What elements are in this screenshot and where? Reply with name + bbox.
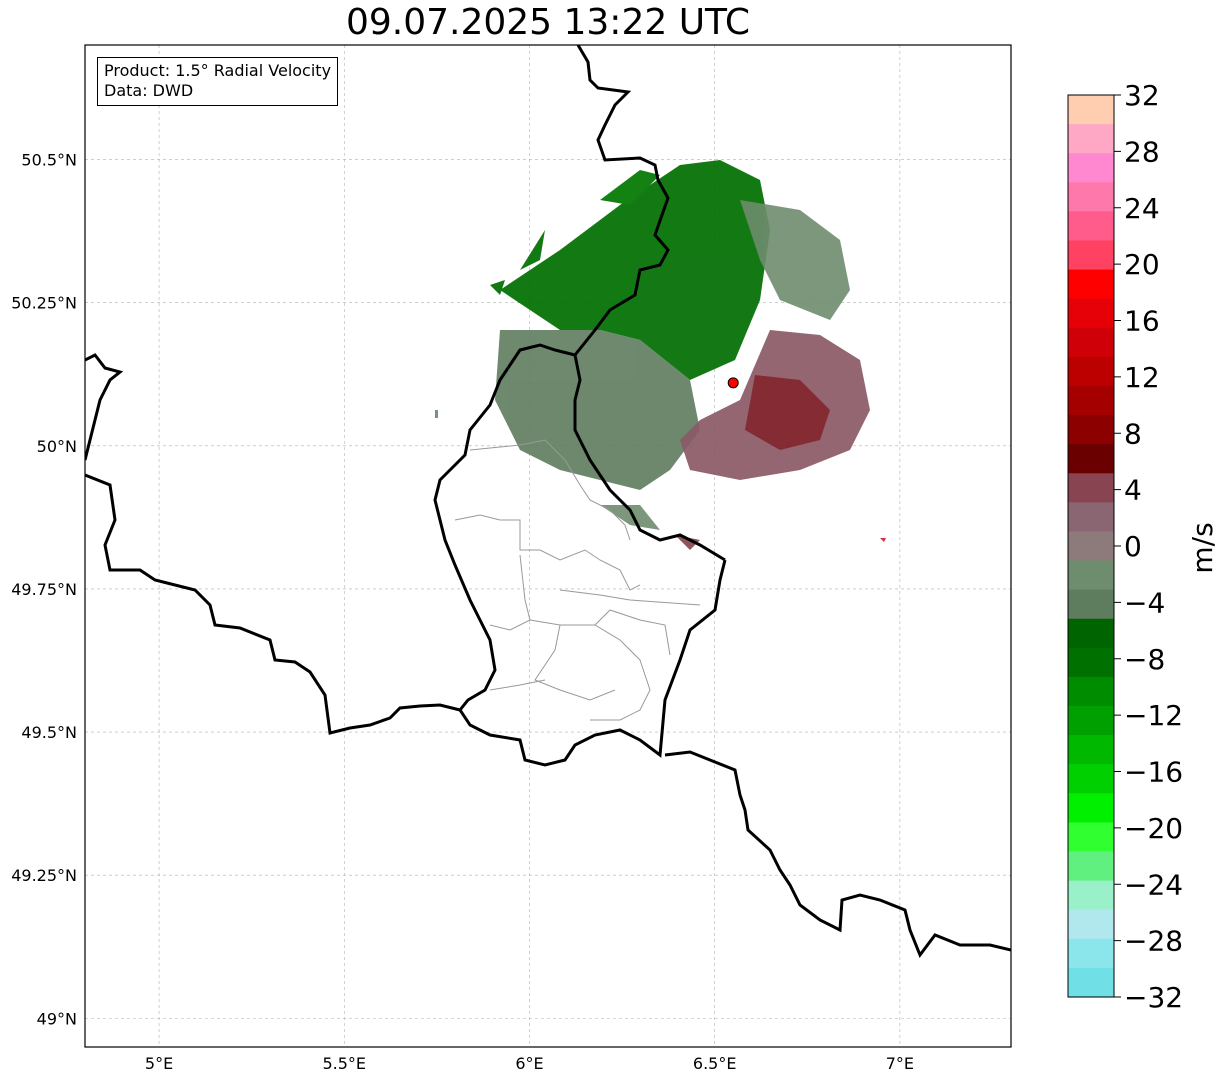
colorbar-tick-labels: 32 28 24 20 16 12 8 4 0 −4 −8 −12 −16 −20 −24 −28 −32 [1114,79,1183,1014]
lat-tick-label: 50°N [37,437,77,456]
colorbar-bin [1068,880,1114,911]
colorbar-tick-label: 16 [1124,305,1160,338]
colorbar-bin [1068,851,1114,882]
radar-site-marker [727,377,739,389]
data-source-label: Data: DWD [104,81,194,100]
colorbar-bin [1068,676,1114,707]
colorbar-bin [1068,647,1114,678]
colorbar-tick-label: 12 [1124,361,1160,394]
longitude-tick-labels: 5°E 5.5°E 6°E 6.5°E 7°E [145,1054,914,1073]
product-label: Product: 1.5° Radial Velocity [104,61,332,80]
colorbar-tick-label: 32 [1124,79,1160,112]
colorbar-bin [1068,269,1114,300]
colorbar-tick-label: −8 [1124,643,1165,676]
echo-green-sector [490,160,770,380]
borders-layer [85,45,1011,959]
lat-tick-label: 49.5°N [21,723,77,742]
lat-tick-label: 49°N [37,1009,77,1028]
border-luxembourg [433,343,727,767]
colorbar-bin [1068,444,1114,474]
colorbar-bin [1068,531,1114,562]
colorbar-bin [1068,211,1114,242]
colorbar-bin [1068,735,1114,765]
border-fr-be [85,473,461,735]
colorbar-tick-label: 24 [1124,192,1160,225]
colorbar-bin [1068,589,1114,620]
colorbar-bin [1068,124,1114,154]
colorbar-bin [1068,706,1114,736]
colorbar-unit-label: m/s [1186,522,1219,573]
lat-tick-label: 49.25°N [11,866,77,885]
lon-tick-label: 6°E [515,1054,543,1073]
colorbar-bin [1068,415,1114,445]
colorbar-bin [1068,385,1114,416]
colorbar-bin [1068,327,1114,358]
colorbar-bin [1068,95,1114,125]
colorbar-bin [1068,356,1114,387]
lat-tick-label: 49.75°N [11,580,77,599]
colorbar-tick-label: 0 [1124,530,1142,563]
colorbar-tick-label: −4 [1124,586,1165,619]
map-frame [84,44,1012,1048]
colorbar-bin [1068,153,1114,183]
colorbar-bin [1068,182,1114,212]
colorbar-bin [1068,909,1114,940]
colorbar-bin [1068,560,1114,591]
colorbar-tick-label: 20 [1124,248,1160,281]
lon-tick-label: 5.5°E [322,1054,366,1073]
border-fr-de [664,750,1011,959]
colorbar [1067,94,1115,998]
echo-red-sector [435,330,886,550]
colorbar-tick-label: −12 [1124,699,1183,732]
border-de-be-north [573,45,726,562]
colorbar-tick-label: −32 [1124,981,1183,1014]
colorbar-tick-label: −24 [1124,868,1183,901]
latitude-tick-labels: 49°N 49.25°N 49.5°N 49.75°N 50°N 50.25°N 50.5°… [11,151,77,1029]
colorbar-bin [1068,764,1114,794]
colorbar-tick-label: −28 [1124,925,1183,958]
lat-tick-label: 50.25°N [11,294,77,313]
map-frame-bg [85,45,1011,1047]
colorbar-tick-label: 4 [1124,474,1142,507]
colorbar-tick-label: −16 [1124,756,1183,789]
colorbar-tick-label: −20 [1124,812,1183,845]
colorbar-tick-label: 8 [1124,417,1142,450]
colorbar-bin [1068,967,1114,998]
colorbar-bin [1068,298,1114,329]
colorbar-bin [1068,240,1114,271]
border-nw [85,353,124,461]
lon-tick-label: 6.5°E [693,1054,737,1073]
colorbar-bin [1068,822,1114,853]
lat-tick-label: 50.5°N [21,151,77,170]
colorbar-bin [1068,618,1114,649]
radar-echo-layer [435,160,886,550]
colorbar-bin [1068,502,1114,533]
luxembourg-cantons [454,439,701,721]
colorbar-bin [1068,938,1114,969]
colorbar-bin [1068,473,1114,503]
lon-tick-label: 7°E [886,1054,914,1073]
lon-tick-label: 5°E [145,1054,173,1073]
echo-greygreen-sector [495,200,850,530]
map-title: 09.07.2025 13:22 UTC [345,2,751,43]
product-info-box: Product: 1.5° Radial Velocity Data: DWD [97,57,339,106]
colorbar-bin [1068,793,1114,824]
colorbar-tick-label: 28 [1124,135,1160,168]
